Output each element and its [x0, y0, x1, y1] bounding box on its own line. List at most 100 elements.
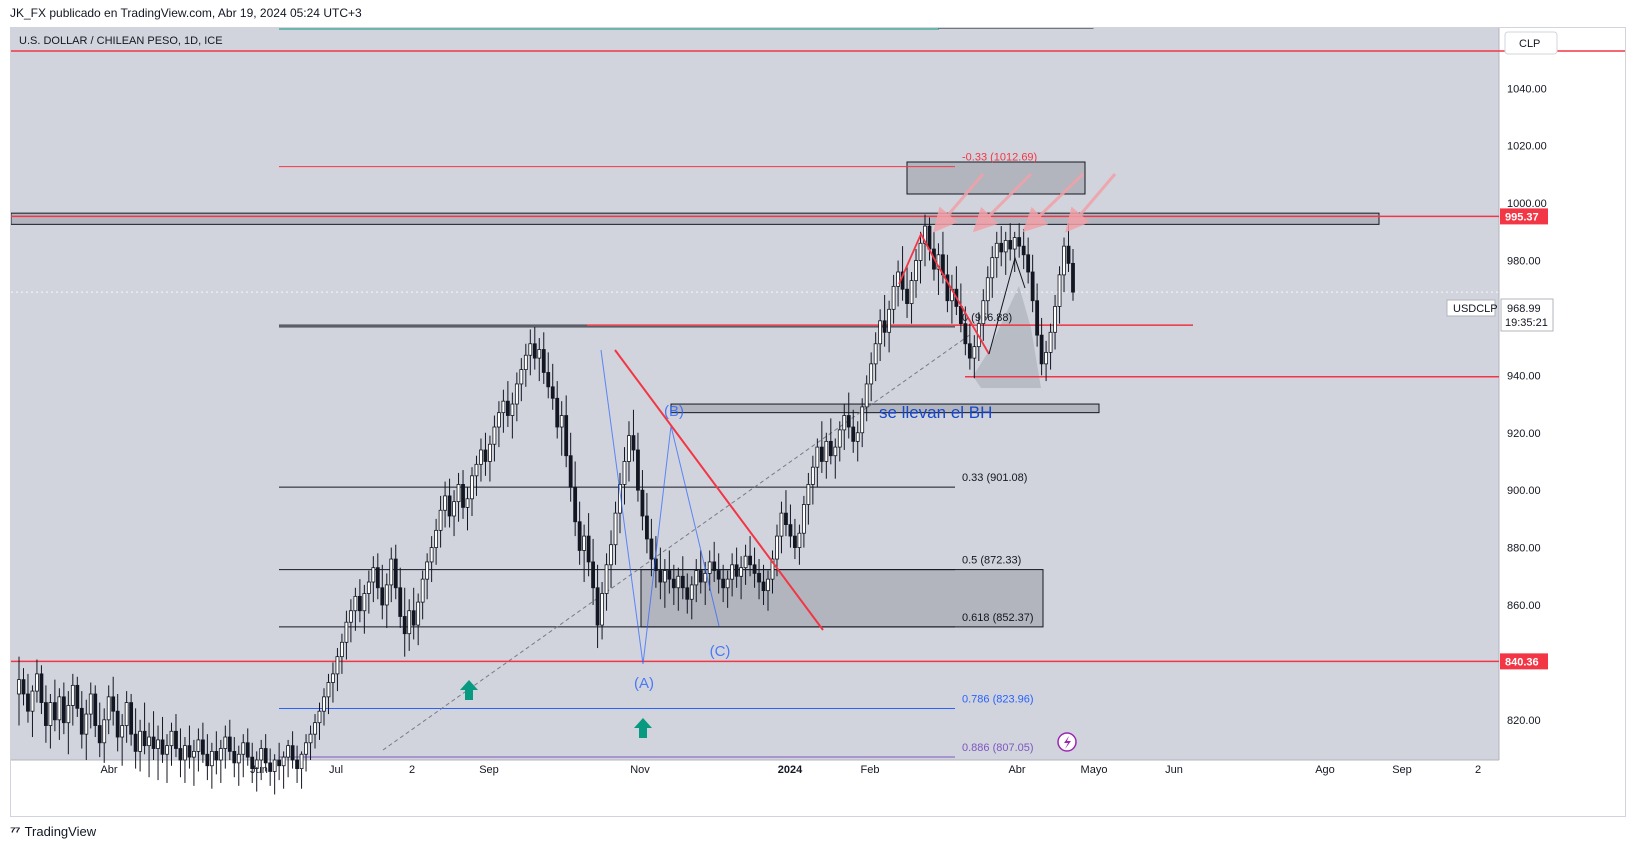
candle-body	[918, 242, 923, 261]
candle-body	[26, 693, 30, 712]
candle-body	[1021, 245, 1026, 256]
y-tick-label: 1000.00	[1507, 198, 1547, 210]
candle-body	[66, 705, 71, 724]
candle-body	[497, 412, 501, 428]
y-tick-label: 1020.00	[1507, 141, 1547, 153]
fib-level-label: 0.5 (872.33)	[962, 555, 1021, 567]
x-tick-label: Abr	[100, 764, 117, 776]
down-trend-line	[614, 349, 824, 631]
candle-body	[819, 446, 824, 462]
candle-body	[806, 484, 811, 505]
currency-label: CLP	[1519, 38, 1540, 50]
candle-body	[479, 449, 483, 465]
candle-body	[994, 242, 999, 259]
candle-body	[344, 621, 349, 643]
candle-body	[1003, 240, 1008, 253]
candle-body	[241, 742, 246, 755]
x-tick-label: 2024	[778, 764, 803, 776]
candle-body	[178, 748, 183, 761]
candle-body	[129, 702, 134, 735]
chart-frame[interactable]: -0.33 (1012.69) 0 (956.88) 0.33 (901.08) 0.…	[10, 27, 1626, 817]
x-tick-label: Sep	[1392, 764, 1412, 776]
candle-body	[564, 415, 569, 457]
candle-body	[133, 733, 138, 752]
candle-body	[793, 535, 797, 548]
y-tick-label: 900.00	[1507, 485, 1541, 497]
symbol-label: USDCLP	[1453, 303, 1498, 315]
candle-body	[716, 570, 721, 580]
currency-button[interactable]	[1504, 31, 1558, 55]
candle-body	[887, 308, 892, 333]
symbol-tag	[1446, 299, 1496, 317]
candle-body	[407, 610, 412, 635]
candle-body	[505, 400, 510, 416]
candle-body	[636, 449, 640, 491]
candle-body	[492, 426, 497, 445]
candle-body	[528, 343, 533, 356]
candle-body	[393, 558, 398, 589]
x-tick-label: Jun	[250, 764, 268, 776]
candle-body	[192, 750, 196, 758]
y-tick-label: 940.00	[1507, 370, 1541, 382]
candle-body	[61, 696, 66, 724]
candle-body	[402, 616, 407, 635]
candle-body	[1071, 262, 1075, 293]
candle-body	[815, 446, 820, 468]
fib-level-label: 0.786 (823.96)	[962, 693, 1034, 705]
candle-body	[165, 745, 169, 755]
candle-body	[905, 288, 909, 304]
x-tick-label: 2	[1475, 764, 1481, 776]
candle-body	[725, 578, 730, 589]
candle-body	[272, 759, 277, 772]
candle-body	[882, 320, 887, 333]
candle-body	[281, 756, 286, 767]
candle-body	[425, 561, 430, 580]
candle-body	[196, 739, 201, 752]
candle-body	[990, 257, 995, 279]
candle-body	[662, 570, 667, 583]
candle-body	[577, 521, 582, 551]
candle-body	[456, 484, 461, 503]
price-scale[interactable]	[1499, 28, 1625, 760]
candle-body	[658, 570, 663, 583]
candle-body	[452, 501, 456, 517]
y-tick-label: 820.00	[1507, 715, 1541, 727]
candle-body	[878, 320, 883, 345]
y-tick-label: 860.00	[1507, 600, 1541, 612]
candle-body	[340, 641, 344, 658]
candle-body	[703, 573, 708, 583]
candle-body	[348, 610, 353, 623]
candle-body	[582, 535, 587, 551]
candle-body	[326, 682, 331, 698]
y-tick-label: 1040.00	[1507, 83, 1547, 95]
chart-title: U.S. DOLLAR / CHILEAN PESO, 1D, ICE	[19, 35, 223, 47]
candle-body	[958, 306, 963, 325]
candle-body	[30, 690, 35, 712]
candle-body	[631, 435, 636, 451]
candle-body	[245, 742, 250, 758]
candle-body	[232, 750, 237, 764]
candle-body	[183, 745, 187, 761]
candle-body	[914, 260, 918, 282]
candle-body	[308, 733, 313, 744]
candle-body	[698, 570, 703, 583]
candle-body	[613, 512, 618, 546]
price-chart[interactable]: -0.33 (1012.69)0 (956.88)0.33 (901.08)0.…	[11, 28, 1625, 816]
candle-body	[1066, 245, 1071, 264]
tradingview-brand[interactable]: ⁷⁷ TradingView	[10, 823, 96, 839]
candle-body	[357, 595, 362, 612]
candle-body	[416, 601, 421, 626]
candle-body	[443, 495, 447, 511]
candle-body	[721, 578, 726, 589]
time-scale[interactable]	[11, 760, 1625, 816]
candle-body	[1044, 351, 1048, 365]
candle-body	[138, 730, 142, 752]
candle-body	[689, 584, 694, 600]
candle-body	[546, 372, 551, 388]
candle-body	[111, 696, 116, 712]
candle-body	[120, 725, 125, 738]
candle-body	[375, 567, 380, 589]
candle-body	[317, 710, 322, 724]
candle-body	[1012, 237, 1017, 250]
y-tick-label: 880.00	[1507, 543, 1541, 555]
